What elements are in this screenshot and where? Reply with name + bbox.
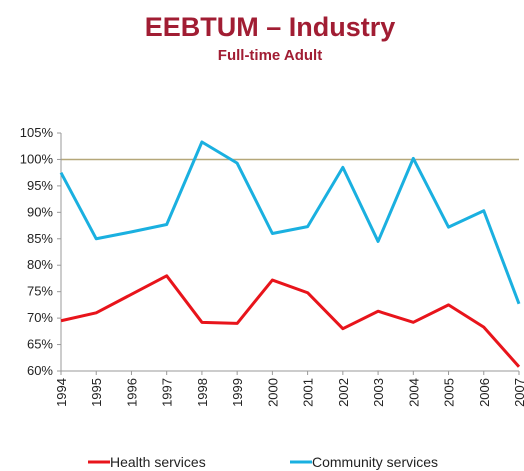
series-line [59, 140, 521, 305]
x-tick-label: 2003 [371, 378, 386, 407]
series-line [60, 274, 521, 368]
y-tick-label: 70% [27, 310, 53, 325]
y-tick-label: 60% [27, 363, 53, 378]
x-tick-label: 2006 [477, 378, 492, 407]
x-tick-label: 2007 [512, 378, 524, 407]
chart-subtitle: Full-time Adult [218, 47, 322, 64]
y-tick-label: 85% [27, 231, 53, 246]
x-tick-label: 1998 [195, 378, 210, 407]
y-tick-label: 80% [27, 257, 53, 272]
x-tick-label: 2000 [265, 378, 280, 407]
x-tick-label: 2004 [406, 378, 421, 407]
legend-label: Community services [312, 454, 438, 470]
x-tick-label: 2005 [442, 378, 457, 407]
x-tick-label: 1995 [89, 378, 104, 407]
x-tick-label: 2001 [301, 378, 316, 407]
x-tick-label: 1994 [54, 378, 69, 407]
x-tick-label: 1999 [230, 378, 245, 407]
chart-title: EEBTUM – Industry [145, 12, 396, 42]
y-tick-label: 100% [20, 151, 54, 166]
y-tick-label: 105% [20, 125, 54, 140]
y-tick-label: 90% [27, 204, 53, 219]
x-tick-label: 2002 [336, 378, 351, 407]
y-tick-label: 65% [27, 337, 53, 352]
y-tick-label: 95% [27, 178, 53, 193]
legend-label: Health services [110, 454, 206, 470]
y-tick-label: 75% [27, 284, 53, 299]
x-tick-label: 1996 [124, 378, 139, 407]
x-tick-label: 1997 [160, 378, 175, 407]
